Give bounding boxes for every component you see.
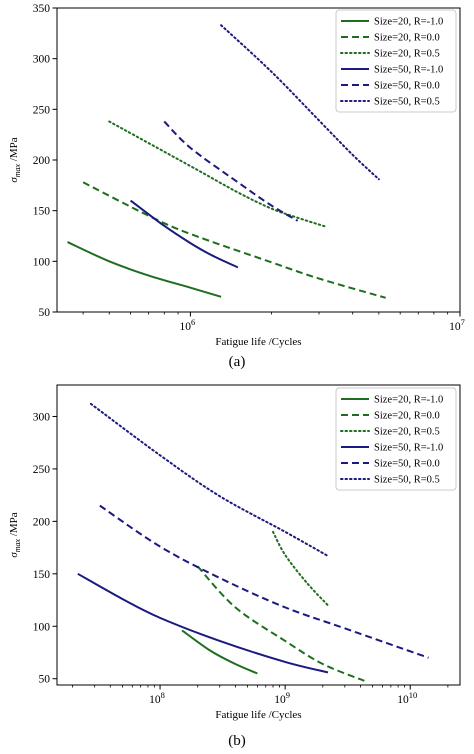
legend-entry-4: Size=50, R=-1.0 [374,443,443,454]
legend-entry-1: Size=20, R=-1.0 [374,395,443,406]
legend-entry-3: Size=20, R=0.5 [374,427,440,438]
legend-entry-5: Size=50, R=0.0 [374,81,440,92]
chart-panel-a: 106 107 50 100 150 200 250 300 350 Fatigue life /… [8,3,465,370]
x-tick-label: 1010 [397,690,417,706]
legend-entry-1: Size=20, R=-1.0 [374,17,443,28]
y-tick-label: 100 [33,621,51,633]
legend-entry-5: Size=50, R=0.0 [374,459,440,470]
series-line-3 [108,120,328,228]
x-tick-label: 107 [449,317,465,333]
y-tick-label: 300 [33,54,51,66]
y-axis-label: σmax /MPa [8,137,22,182]
y-axis-label: σmax /MPa [8,512,22,557]
series-line-6 [89,402,329,557]
plot-frame [56,384,461,686]
series-line-2 [82,181,386,299]
legend-box [335,9,457,113]
chart-panel-b: 108 109 1010 50 100 150 200 250 300 Fatigue life … [8,384,461,749]
panel-caption: (b) [228,733,246,749]
series-line-5 [99,504,429,659]
series-line-4 [129,199,239,269]
series-line-4 [77,572,329,674]
y-tick-label: 300 [33,411,51,423]
y-tick-label: 150 [33,206,51,218]
legend-entry-6: Size=50, R=0.5 [374,97,440,108]
y-tick-label: 150 [33,569,51,581]
y-tick-label: 200 [33,516,51,528]
legend: Size=20, R=-1.0 Size=20, R=0.0 Size=20, R=… [335,9,457,113]
x-tick-label: 109 [274,690,290,706]
legend: Size=20, R=-1.0 Size=20, R=0.0 Size=20, R=… [335,387,457,491]
y-tick-label: 50 [39,307,51,319]
y-tick-label: 100 [33,256,51,268]
x-tick-label: 106 [180,317,196,333]
series-line-5 [163,120,299,222]
legend-entry-3: Size=20, R=0.5 [374,49,440,60]
y-tick-label: 200 [33,155,51,167]
panel-caption: (a) [229,354,246,370]
legend-entry-2: Size=20, R=0.0 [374,33,440,44]
y-tick-label: 250 [33,104,51,116]
y-tick-label: 350 [33,3,51,15]
series-line-1 [67,241,222,298]
series-line-6 [220,24,380,181]
y-tick-label: 50 [39,674,51,686]
legend-box [335,387,457,491]
legend-entry-2: Size=20, R=0.0 [374,411,440,422]
series-line-2 [196,565,365,682]
series-line-3 [272,530,329,607]
legend-entry-6: Size=50, R=0.5 [374,475,440,486]
series-line-1 [181,629,258,675]
y-tick-label: 250 [33,464,51,476]
x-tick-label: 108 [149,690,165,706]
x-axis-label: Fatigue life /Cycles [215,336,301,348]
legend-entry-4: Size=50, R=-1.0 [374,65,443,76]
x-axis-label: Fatigue life /Cycles [215,709,301,721]
